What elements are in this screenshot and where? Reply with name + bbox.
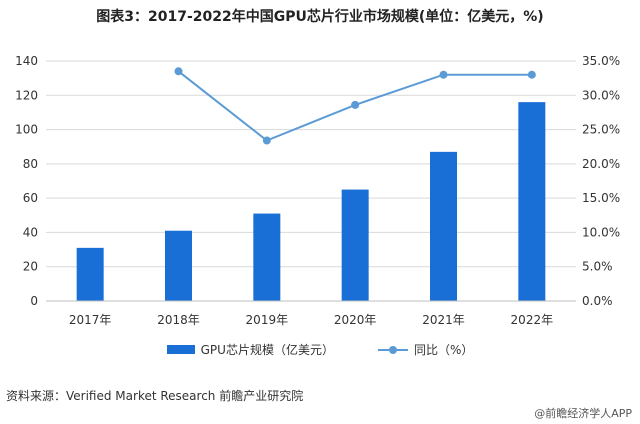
combo-chart: 0 0.0% 20 5.0% 40 10.0% 60 15.0% 80 20.0% 100 25.0%…	[15, 54, 620, 327]
y-left-tick-label: 40	[23, 225, 38, 239]
legend-bar-label: GPU芯片规模（亿美元）	[200, 343, 334, 357]
legend-bar-swatch	[166, 345, 195, 354]
bar	[518, 102, 546, 302]
bar	[76, 247, 104, 301]
legend: GPU芯片规模（亿美元） 同比（%）	[0, 341, 640, 358]
yoy-point	[174, 67, 183, 76]
y-left-tick-label: 120	[15, 88, 38, 102]
source-note: 资料来源：Verified Market Research 前瞻产业研究院	[6, 389, 304, 403]
y-right-tick-label: 0.0%	[582, 294, 613, 308]
y-right-tick-label: 35.0%	[582, 54, 620, 68]
yoy-point	[262, 136, 271, 145]
legend-item-line: 同比（%）	[377, 341, 474, 358]
y-right-tick-label: 25.0%	[582, 123, 620, 137]
x-tick-label: 2018年	[157, 313, 200, 327]
legend-line-label: 同比（%）	[413, 343, 474, 357]
bar	[430, 151, 457, 301]
y-right-tick-label: 10.0%	[582, 225, 620, 239]
bar	[253, 213, 281, 301]
yoy-point	[527, 70, 536, 79]
x-tick-label: 2019年	[246, 313, 289, 327]
x-tick-label: 2020年	[334, 313, 377, 327]
y-left-tick-label: 80	[23, 157, 38, 171]
x-tick-label: 2022年	[511, 313, 554, 327]
y-right-tick-label: 5.0%	[582, 260, 613, 274]
legend-item-bar: GPU芯片规模（亿美元）	[166, 341, 334, 358]
y-right-tick-label: 30.0%	[582, 88, 620, 102]
y-right-tick-label: 15.0%	[582, 191, 620, 205]
chart-title: 图表3：2017-2022年中国GPU芯片行业市场规模(单位：亿美元，%)	[96, 9, 544, 25]
bar	[165, 230, 192, 301]
y-left-tick-label: 140	[15, 54, 38, 68]
bar	[341, 189, 369, 301]
y-left-tick-label: 60	[23, 191, 38, 205]
yoy-point	[351, 100, 360, 109]
x-tick-label: 2017年	[69, 313, 112, 327]
legend-line-swatch	[377, 345, 408, 355]
brand-watermark: @前瞻经济学人APP	[534, 407, 632, 420]
y-left-tick-label: 0	[30, 294, 38, 308]
y-left-tick-label: 20	[23, 260, 38, 274]
y-left-tick-label: 100	[15, 123, 38, 137]
x-tick-label: 2021年	[422, 313, 465, 327]
y-right-tick-label: 20.0%	[582, 157, 620, 171]
yoy-point	[439, 70, 448, 79]
